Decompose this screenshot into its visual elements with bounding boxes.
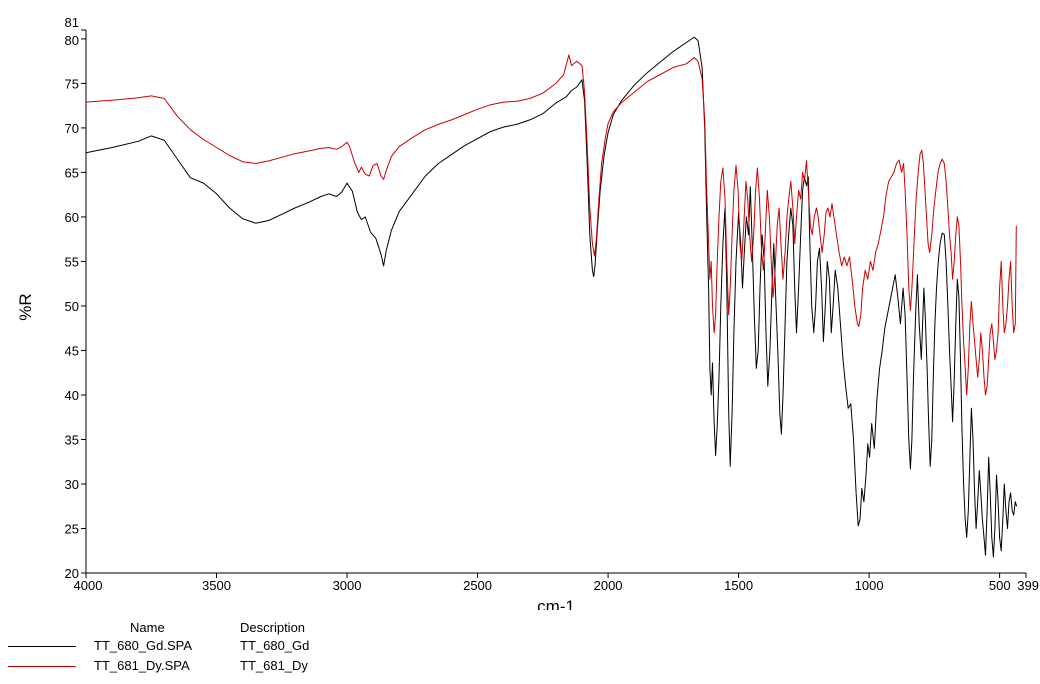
- y-tick-label: 75: [65, 76, 79, 91]
- x-tick-label: 2000: [594, 578, 623, 593]
- legend-name-series-2: TT_681_Dy.SPA: [94, 658, 190, 673]
- axes: [85, 30, 1026, 574]
- series-line-1: [85, 36, 1018, 558]
- x-axis-title: cm-1: [537, 597, 575, 610]
- y-tick-label: 30: [65, 477, 79, 492]
- legend-description-series-1: TT_680_Gd: [240, 638, 310, 653]
- legend-description-header: Description: [240, 620, 306, 635]
- y-tick-label: 20: [65, 566, 79, 581]
- y-tick-label: 35: [65, 432, 79, 447]
- legend-item-series-1: TT_680_Gd.SPA TT_680_Gd: [8, 637, 348, 655]
- y-tick-label: 55: [65, 254, 79, 269]
- plot-series: [85, 36, 1018, 558]
- x-tick-label: 3500: [202, 578, 231, 593]
- legend-item-series-2: TT_681_Dy.SPA TT_681_Dy: [8, 657, 348, 675]
- y-axis-title: %R: [16, 293, 35, 320]
- series-line-2: [85, 54, 1017, 396]
- legend-name-header: Name: [130, 620, 165, 635]
- y-tick-label: 50: [65, 299, 79, 314]
- x-axis-ticks: 4000 3500 3000 2500 2000 1500 1000 500 399: [74, 573, 1039, 593]
- legend-description-series-2: TT_681_Dy: [240, 658, 308, 673]
- x-tick-label: 1000: [855, 578, 884, 593]
- legend-line-series-2: [8, 666, 76, 667]
- y-tick-label: 81: [65, 15, 79, 30]
- y-tick-label: 70: [65, 121, 79, 136]
- x-tick-label: 1500: [724, 578, 753, 593]
- legend-line-series-1: [8, 646, 76, 647]
- y-tick-label: 40: [65, 388, 79, 403]
- legend-name-series-1: TT_680_Gd.SPA: [94, 638, 193, 653]
- x-tick-label: 2500: [463, 578, 492, 593]
- x-tick-label: 3000: [333, 578, 362, 593]
- ir-spectrum-chart: 20 25 30 35 40 45 50 55 60 65 70 75 80 81 4000 3500 300…: [16, 15, 1039, 610]
- y-tick-label: 25: [65, 521, 79, 536]
- x-tick-label: 4000: [74, 578, 103, 593]
- y-tick-label: 45: [65, 343, 79, 358]
- x-tick-label: 500: [989, 578, 1011, 593]
- y-tick-label: 60: [65, 210, 79, 225]
- y-tick-label: 80: [65, 33, 79, 48]
- y-tick-label: 65: [65, 165, 79, 180]
- y-axis-ticks: 20 25 30 35 40 45 50 55 60 65 70 75 80 81: [65, 15, 86, 581]
- x-tick-label: 399: [1017, 578, 1039, 593]
